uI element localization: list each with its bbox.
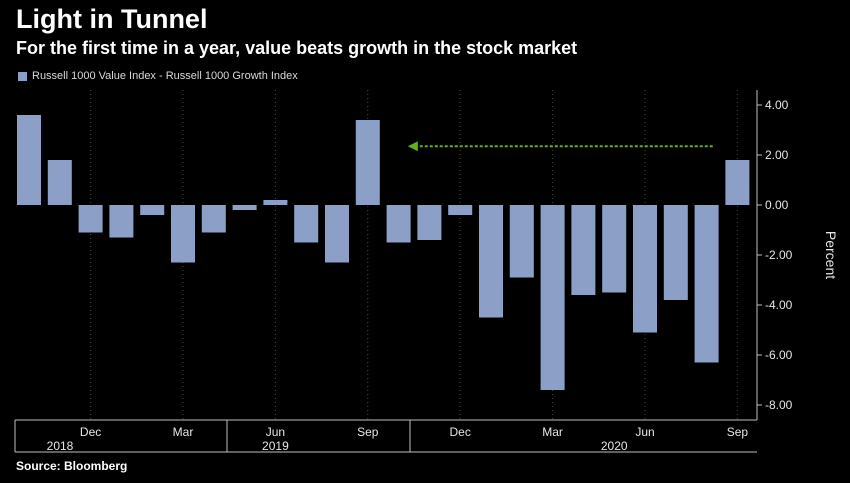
legend-label: Russell 1000 Value Index - Russell 1000 … xyxy=(32,70,298,82)
year-label: 2019 xyxy=(262,439,289,453)
year-label: 2018 xyxy=(47,439,74,453)
bar xyxy=(171,205,195,263)
bar xyxy=(602,205,627,293)
bar xyxy=(663,205,688,300)
bar xyxy=(633,205,657,333)
bar xyxy=(355,120,380,205)
bar xyxy=(509,205,534,278)
x-tick-label: Sep xyxy=(357,425,379,439)
bar xyxy=(232,205,257,210)
year-label: 2020 xyxy=(601,439,628,453)
annotation-arrow-head xyxy=(407,141,418,152)
bar xyxy=(417,205,442,240)
bar xyxy=(47,160,72,205)
bar xyxy=(140,205,165,215)
y-tick-label: 4.00 xyxy=(765,98,789,112)
bar xyxy=(17,115,41,205)
bar xyxy=(540,205,565,390)
x-tick-label: Jun xyxy=(266,425,285,439)
chart-subtitle: For the first time in a year, value beat… xyxy=(16,38,578,58)
bar xyxy=(109,205,134,238)
bar xyxy=(78,205,103,233)
bar xyxy=(386,205,411,243)
x-tick-label: Mar xyxy=(542,425,563,439)
bar xyxy=(294,205,319,243)
x-tick-label: Sep xyxy=(727,425,749,439)
y-tick-label: -2.00 xyxy=(765,248,793,262)
y-tick-label: 2.00 xyxy=(765,148,789,162)
x-tick-label: Mar xyxy=(173,425,194,439)
source-note: Source: Bloomberg xyxy=(16,459,128,473)
y-tick-label: -8.00 xyxy=(765,398,793,412)
bar xyxy=(263,200,288,205)
y-tick-label: -4.00 xyxy=(765,298,793,312)
bar xyxy=(725,160,750,205)
legend-swatch xyxy=(18,71,27,81)
y-tick-label: 0.00 xyxy=(765,198,789,212)
bar xyxy=(201,205,226,233)
x-tick-label: Dec xyxy=(80,425,101,439)
y-axis-title: Percent xyxy=(823,231,839,279)
bar xyxy=(571,205,596,295)
legend: Russell 1000 Value Index - Russell 1000 … xyxy=(18,70,298,82)
x-tick-label: Dec xyxy=(450,425,471,439)
y-tick-label: -6.00 xyxy=(765,348,793,362)
bar xyxy=(448,205,473,215)
bar xyxy=(694,205,719,363)
bar xyxy=(325,205,349,263)
chart-title: Light in Tunnel xyxy=(16,4,208,34)
x-tick-label: Jun xyxy=(635,425,654,439)
bar xyxy=(479,205,503,318)
